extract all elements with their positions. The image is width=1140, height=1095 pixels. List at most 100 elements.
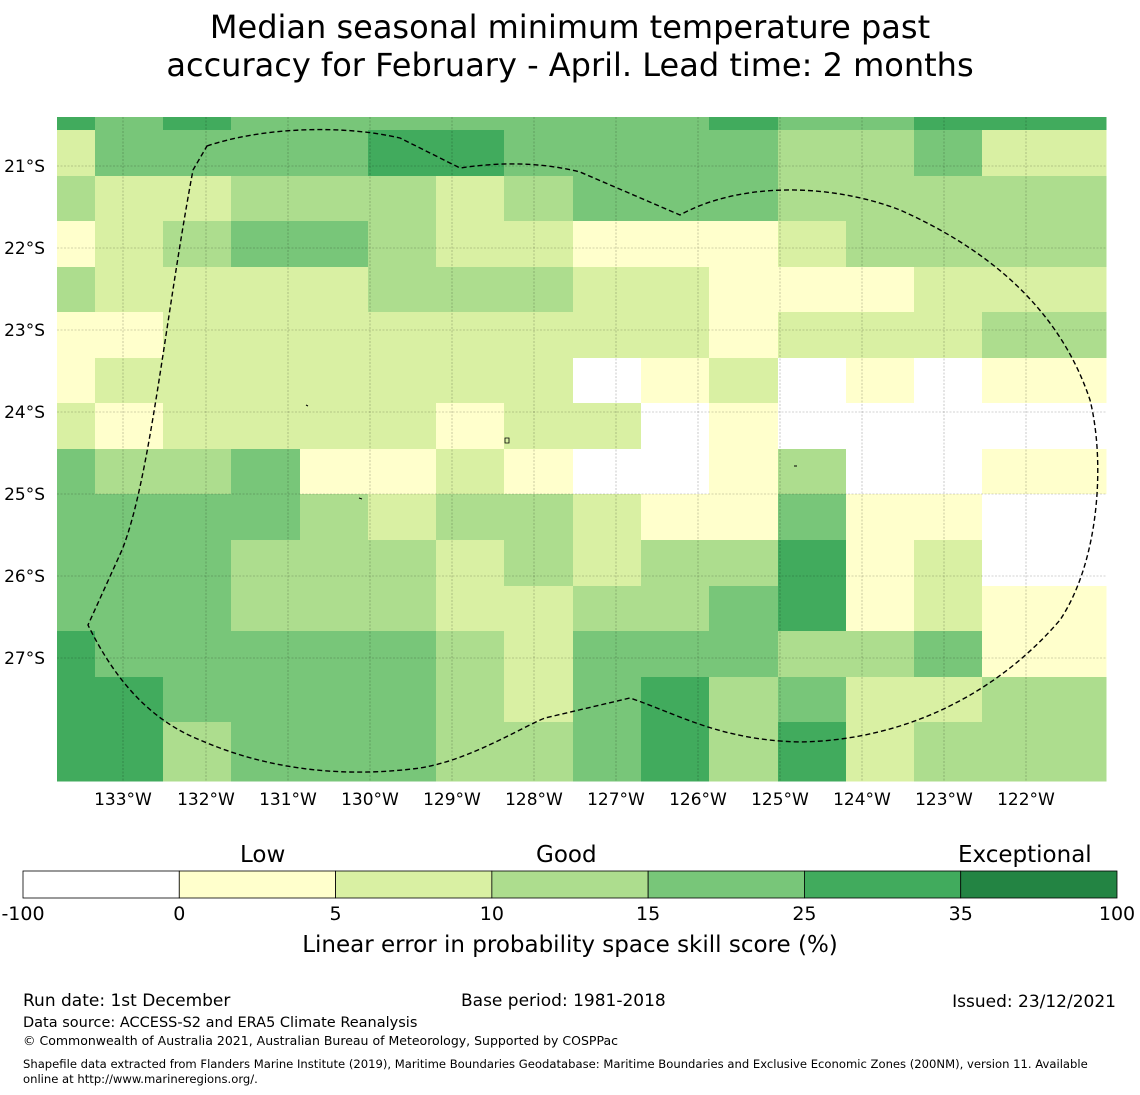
grid-cell	[573, 221, 642, 268]
grid-cell	[57, 130, 96, 177]
grid-cell	[1050, 130, 1107, 177]
grid-cell	[368, 403, 437, 450]
grid-cell	[573, 358, 642, 404]
grid-cell	[914, 358, 983, 404]
colorbar-bin	[22, 870, 180, 899]
grid-cell	[300, 449, 369, 495]
grid-cell	[709, 540, 779, 587]
grid-cell	[300, 540, 369, 587]
grid-cell	[573, 403, 642, 450]
grid-cell	[778, 358, 847, 404]
grid-cell	[778, 117, 847, 131]
colorbar-bin	[178, 870, 336, 899]
grid-cell	[163, 403, 232, 450]
grid-cell	[982, 494, 1051, 541]
grid-cell	[300, 130, 369, 177]
grid-cell	[982, 312, 1051, 359]
grid-cell	[778, 540, 847, 587]
grid-cell	[231, 631, 301, 678]
grid-cell	[95, 130, 164, 177]
colorbar-tick-label: 100	[1099, 903, 1135, 925]
grid-cell	[709, 117, 779, 131]
grid-cell	[300, 631, 369, 678]
grid-cell	[573, 449, 642, 495]
grid-cell	[368, 267, 437, 313]
grid-cell	[778, 403, 847, 450]
grid-cell	[778, 677, 847, 723]
grid-cell	[163, 768, 232, 782]
grid-cell	[709, 221, 779, 268]
grid-cell	[914, 494, 983, 541]
longitude-tick-label: 130°W	[341, 790, 399, 810]
grid-cell	[709, 494, 779, 541]
island-marker	[305, 404, 309, 407]
grid-cell	[982, 722, 1051, 769]
grid-cell	[573, 677, 642, 723]
grid-cell	[1050, 312, 1107, 359]
grid-cell	[231, 722, 301, 769]
longitude-tick-label: 131°W	[259, 790, 317, 810]
run-date: Run date: 1st December	[23, 991, 231, 1011]
colorbar-tick-label: 10	[480, 903, 504, 925]
grid-cell	[982, 267, 1051, 313]
grid-cell	[436, 768, 505, 782]
grid-cell	[846, 403, 915, 450]
grid-cell	[641, 677, 710, 723]
longitude-tick-label: 129°W	[423, 790, 481, 810]
grid-cell	[368, 449, 437, 495]
grid-cell	[95, 540, 164, 587]
grid-cell	[95, 677, 164, 723]
grid-cell	[436, 677, 505, 723]
issued-date: Issued: 23/12/2021	[952, 992, 1116, 1012]
grid-cell	[368, 117, 437, 131]
grid-cell	[641, 449, 710, 495]
longitude-tick-label: 127°W	[587, 790, 645, 810]
grid-cell	[982, 449, 1051, 495]
grid-cell	[573, 130, 642, 177]
grid-cell	[846, 494, 915, 541]
grid-cell	[300, 722, 369, 769]
grid-cell	[504, 768, 574, 782]
grid-cell	[846, 449, 915, 495]
grid-cell	[778, 312, 847, 359]
grid-cell	[846, 312, 915, 359]
longitude-tick-label: 125°W	[751, 790, 809, 810]
grid-cell	[163, 540, 232, 587]
grid-cell	[95, 494, 164, 541]
grid-cell	[231, 677, 301, 723]
grid-cell	[914, 449, 983, 495]
grid-cell	[231, 540, 301, 587]
grid-cell	[914, 403, 983, 450]
grid-cell	[57, 449, 96, 495]
colorbar-tick-label: 35	[949, 903, 973, 925]
colorbar: -100 0 5 10 15 25 35 100	[1, 870, 1135, 925]
grid-cell	[982, 586, 1051, 632]
grid-cell	[914, 540, 983, 587]
grid-cell	[709, 403, 779, 450]
grid-cell	[914, 631, 983, 678]
legend-category-low: Low	[240, 842, 286, 868]
grid-cell	[436, 176, 505, 222]
grid-cell	[641, 221, 710, 268]
grid-cell	[95, 176, 164, 222]
data-source: Data source: ACCESS-S2 and ERA5 Climate …	[23, 1015, 418, 1031]
grid-cell	[57, 494, 96, 541]
grid-cell	[641, 176, 710, 222]
grid-cell	[641, 494, 710, 541]
grid-cell	[914, 267, 983, 313]
grid-cell	[504, 403, 574, 450]
grid-cell	[573, 267, 642, 313]
grid-cell	[1050, 403, 1107, 450]
latitude-tick-label: 23°S	[4, 321, 45, 341]
colorbar-bin	[335, 870, 493, 899]
grid-cell	[436, 494, 505, 541]
shapefile-credit-line-2: online at http://www.marineregions.org/.	[23, 1072, 258, 1086]
grid-cell	[709, 631, 779, 678]
grid-cell	[95, 117, 164, 131]
grid-cell	[982, 358, 1051, 404]
grid-cell	[778, 221, 847, 268]
colorbar-tick-label: 25	[792, 903, 816, 925]
grid-cell	[982, 677, 1051, 723]
grid-cell	[709, 130, 779, 177]
copyright-notice: © Commonwealth of Australia 2021, Austra…	[23, 1033, 618, 1048]
